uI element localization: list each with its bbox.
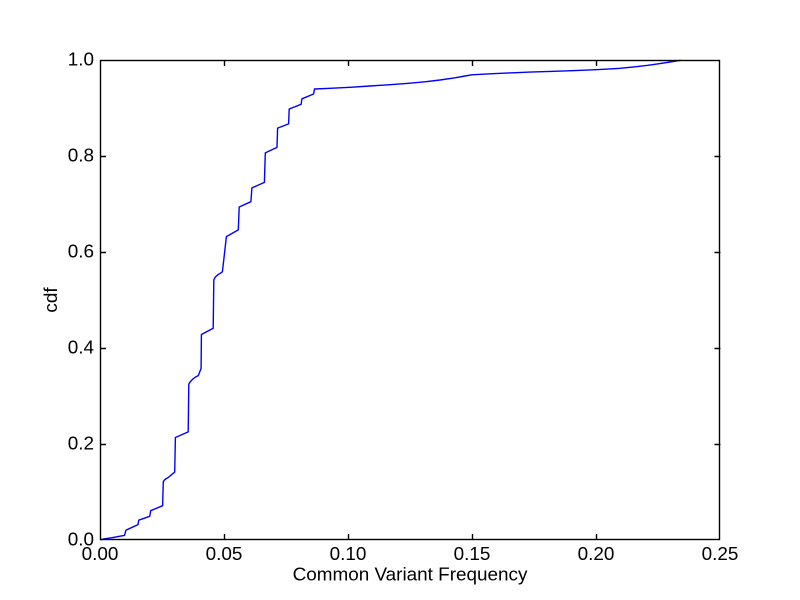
svg-text:Common Variant Frequency: Common Variant Frequency: [293, 565, 528, 586]
svg-text:cdf: cdf: [41, 287, 62, 313]
svg-text:0.2: 0.2: [68, 433, 94, 454]
svg-text:0.15: 0.15: [454, 544, 491, 565]
svg-text:0.8: 0.8: [68, 145, 94, 166]
svg-text:0.6: 0.6: [68, 241, 94, 262]
svg-text:0.25: 0.25: [702, 544, 739, 565]
svg-text:0.00: 0.00: [82, 544, 119, 565]
svg-text:0.05: 0.05: [206, 544, 243, 565]
svg-text:1.0: 1.0: [68, 49, 94, 70]
svg-text:0.10: 0.10: [330, 544, 367, 565]
svg-text:0.20: 0.20: [578, 544, 615, 565]
svg-text:0.0: 0.0: [68, 529, 94, 550]
svg-text:0.4: 0.4: [68, 337, 94, 358]
